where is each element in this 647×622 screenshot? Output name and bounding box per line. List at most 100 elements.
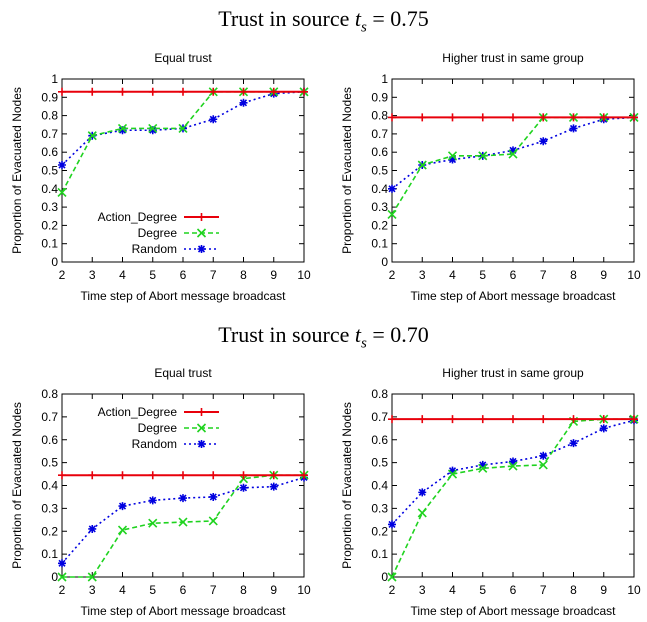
chart-title: Equal trust xyxy=(154,51,212,65)
y-tick-label: 0.2 xyxy=(41,524,58,538)
data-point-star xyxy=(197,440,206,448)
x-tick-label: 3 xyxy=(419,268,426,282)
legend: Action_Degree Degree Random xyxy=(98,405,219,451)
y-tick-label: 0.1 xyxy=(371,237,388,251)
y-tick-label: 0.4 xyxy=(371,182,388,196)
data-point-plus xyxy=(300,87,308,96)
x-tick-label: 6 xyxy=(510,583,517,597)
y-axis-label: Proportion of Evacuated Nodes xyxy=(340,87,354,254)
y-tick-label: 0.3 xyxy=(371,200,388,214)
data-point-star xyxy=(418,488,427,497)
y-tick-label: 0.8 xyxy=(41,109,58,123)
y-tick-label: 0.1 xyxy=(41,547,58,561)
y-tick-label: 0.5 xyxy=(371,164,388,178)
x-tick-label: 9 xyxy=(270,583,277,597)
data-point-plus xyxy=(239,87,248,96)
data-point-star xyxy=(569,439,578,448)
x-tick-label: 8 xyxy=(240,583,247,597)
y-tick-label: 0 xyxy=(51,570,58,584)
data-point-star xyxy=(209,115,218,124)
data-point-cross xyxy=(417,508,427,518)
x-tick-label: 3 xyxy=(419,583,426,597)
data-point-star xyxy=(148,496,157,505)
data-point-star xyxy=(118,126,127,135)
x-tick-label: 4 xyxy=(449,583,456,597)
y-tick-label: 0.8 xyxy=(371,109,388,123)
data-point-plus xyxy=(179,471,187,480)
series-action-degree xyxy=(58,471,308,480)
series-line xyxy=(61,91,305,166)
y-tick-label: 0.6 xyxy=(371,145,388,159)
data-point-plus xyxy=(539,415,548,424)
section-title-text: Trust in source xyxy=(218,322,355,347)
y-tick-label: 0.9 xyxy=(41,90,58,104)
data-point-cross xyxy=(447,151,458,161)
y-tick-label: 0 xyxy=(381,570,388,584)
chart-1: 2 3 4 5 6 7 8 9 10 0 0.1 0.2 0.3 0.4 0.5 0.6 0.7 0.8 0.9 1 E… xyxy=(10,51,311,303)
x-tick-label: 7 xyxy=(210,583,217,597)
data-point-cross xyxy=(117,525,128,535)
chart-title: Higher trust in same group xyxy=(442,51,584,65)
x-tick-label: 8 xyxy=(570,583,577,597)
data-point-plus xyxy=(269,87,278,96)
x-tick-label: 9 xyxy=(600,268,607,282)
x-tick-label: 6 xyxy=(180,583,187,597)
chart-2: 2 3 4 5 6 7 8 9 10 0 0.1 0.2 0.3 0.4 0.5 0.6 0.7 0.8 0.9 1 H… xyxy=(340,51,641,303)
legend: Action_Degree Degree Random xyxy=(98,210,219,256)
data-point-star xyxy=(197,245,206,253)
data-point-plus xyxy=(448,415,457,424)
x-axis-label: Time step of Abort message broadcast xyxy=(81,604,287,618)
data-point-cross xyxy=(148,123,158,133)
data-point-star xyxy=(478,460,487,469)
x-tick-label: 5 xyxy=(149,583,156,597)
data-point-plus xyxy=(269,471,278,480)
x-tick-label: 4 xyxy=(119,268,126,282)
y-tick-label: 0.7 xyxy=(371,127,388,141)
section-title-top: Trust in source ts = 0.75 xyxy=(0,6,647,36)
y-tick-label: 0.6 xyxy=(371,433,388,447)
x-tick-label: 2 xyxy=(59,268,66,282)
y-tick-label: 0.7 xyxy=(41,410,58,424)
y-tick-label: 0.7 xyxy=(371,410,388,424)
x-tick-label: 3 xyxy=(89,268,96,282)
x-tick-label: 10 xyxy=(627,268,641,282)
data-point-plus xyxy=(148,471,157,480)
y-tick-label: 0.2 xyxy=(41,218,58,232)
y-axis-label: Proportion of Evacuated Nodes xyxy=(10,87,24,254)
data-point-star xyxy=(448,466,457,475)
data-point-cross xyxy=(148,518,158,528)
chart-title: Higher trust in same group xyxy=(442,366,584,380)
series-line xyxy=(62,474,304,578)
data-point-plus xyxy=(569,113,578,122)
x-tick-label: 10 xyxy=(627,583,641,597)
y-tick-label: 0.2 xyxy=(371,218,388,232)
y-axis-label: Proportion of Evacuated Nodes xyxy=(10,402,24,569)
series-action-degree xyxy=(388,113,638,122)
data-point-cross xyxy=(208,516,218,526)
data-point-cross xyxy=(538,460,548,470)
data-point-plus xyxy=(118,87,127,96)
x-tick-label: 6 xyxy=(180,268,187,282)
series-line xyxy=(391,419,635,525)
data-point-plus xyxy=(539,113,548,122)
data-point-star xyxy=(88,524,97,533)
series-action-degree xyxy=(388,415,638,424)
y-tick-label: 0.4 xyxy=(41,182,58,196)
data-point-star xyxy=(539,137,548,146)
data-point-plus xyxy=(388,415,396,424)
data-point-plus xyxy=(197,408,206,416)
data-point-cross xyxy=(196,228,207,238)
data-point-plus xyxy=(418,113,427,122)
x-tick-label: 9 xyxy=(270,268,277,282)
y-tick-label: 0.5 xyxy=(371,456,388,470)
data-point-plus xyxy=(300,471,308,480)
section-title-math: t xyxy=(354,322,362,347)
section-title-bottom: Trust in source ts = 0.70 xyxy=(0,322,647,352)
data-point-cross xyxy=(387,209,397,219)
data-point-plus xyxy=(239,471,248,480)
data-point-cross xyxy=(478,151,488,161)
data-point-cross xyxy=(57,572,67,582)
data-point-star xyxy=(388,184,396,193)
data-point-plus xyxy=(209,87,218,96)
x-tick-label: 9 xyxy=(600,583,607,597)
